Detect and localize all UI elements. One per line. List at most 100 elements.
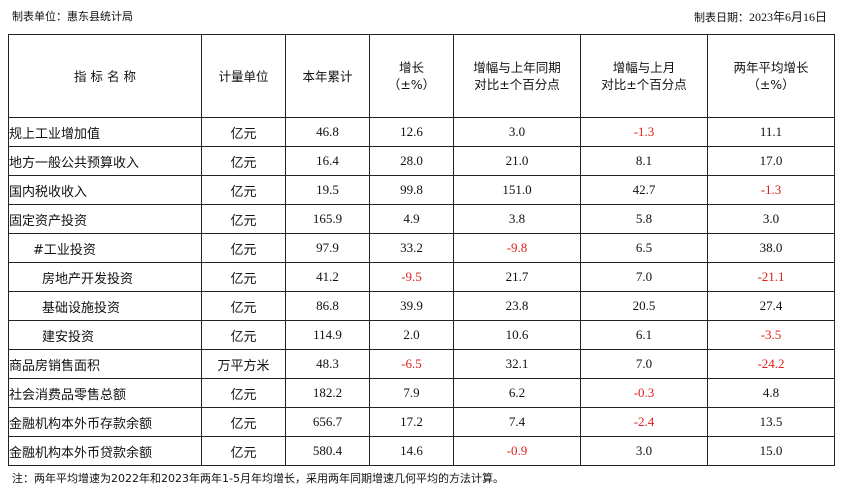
column-header-line1: 增幅与上年同期 xyxy=(473,60,561,75)
vs-last-month-cell: -0.3 xyxy=(580,378,708,408)
cumulative-cell: 46.8 xyxy=(285,117,370,147)
indicator-name-cell: 金融机构本外币贷款余额 xyxy=(8,436,202,466)
table-row: 地方一般公共预算收入 亿元 16.4 28.0 21.0 8.1 17.0 xyxy=(8,146,835,176)
table-row: 固定资产投资 亿元 165.9 4.9 3.8 5.8 3.0 xyxy=(8,204,835,234)
column-header-two-year-avg: 两年平均增长 （±%） xyxy=(707,34,835,118)
two-year-avg-cell: 17.0 xyxy=(707,146,835,176)
column-header-vs-last-year: 增幅与上年同期 对比±个百分点 xyxy=(453,34,581,118)
table-row: 金融机构本外币贷款余额 亿元 580.4 14.6 -0.9 3.0 15.0 xyxy=(8,436,835,466)
vs-last-year-cell: 7.4 xyxy=(453,407,581,437)
cumulative-cell: 580.4 xyxy=(285,436,370,466)
two-year-avg-cell: 27.4 xyxy=(707,291,835,321)
growth-cell: 28.0 xyxy=(369,146,454,176)
table-row: #工业投资 亿元 97.9 33.2 -9.8 6.5 38.0 xyxy=(8,233,835,263)
cumulative-cell: 19.5 xyxy=(285,175,370,205)
unit-cell: 万平方米 xyxy=(201,349,286,379)
table-row: 基础设施投资 亿元 86.8 39.9 23.8 20.5 27.4 xyxy=(8,291,835,321)
vs-last-year-cell: -0.9 xyxy=(453,436,581,466)
indicator-name-cell: 国内税收收入 xyxy=(8,175,202,205)
vs-last-year-cell: 3.0 xyxy=(453,117,581,147)
table-row: 商品房销售面积 万平方米 48.3 -6.5 32.1 7.0 -24.2 xyxy=(8,349,835,379)
table-row: 建安投资 亿元 114.9 2.0 10.6 6.1 -3.5 xyxy=(8,320,835,350)
table-unit-label: 制表单位：惠东县统计局 xyxy=(12,8,133,24)
vs-last-month-cell: -1.3 xyxy=(580,117,708,147)
unit-cell: 亿元 xyxy=(201,378,286,408)
two-year-avg-cell: -24.2 xyxy=(707,349,835,379)
vs-last-month-cell: 20.5 xyxy=(580,291,708,321)
indicator-name-cell: 固定资产投资 xyxy=(8,204,202,234)
unit-cell: 亿元 xyxy=(201,407,286,437)
statistics-table: 指 标 名 称计量单位 本年累计 增长 （±%） 增幅与上年同期 对比±个百分点 增幅与上月… xyxy=(8,34,835,466)
column-header-line1: 增长 xyxy=(398,60,424,75)
growth-cell: -9.5 xyxy=(369,262,454,292)
vs-last-month-cell: 7.0 xyxy=(580,262,708,292)
unit-cell: 亿元 xyxy=(201,291,286,321)
vs-last-year-cell: 21.0 xyxy=(453,146,581,176)
header-row: 指 标 名 称计量单位 本年累计 增长 （±%） 增幅与上年同期 对比±个百分点 增幅与上月… xyxy=(8,34,835,118)
column-header-line2: 对比±个百分点 xyxy=(474,77,560,92)
table-row: 社会消费品零售总额 亿元 182.2 7.9 6.2 -0.3 4.8 xyxy=(8,378,835,408)
date-label: 制表日期： xyxy=(693,11,749,24)
indicator-name-cell: 房地产开发投资 xyxy=(8,262,202,292)
indicator-name-cell: #工业投资 xyxy=(8,233,202,263)
unit-cell: 亿元 xyxy=(201,262,286,292)
column-header-line1: 指 标 名 称 xyxy=(74,68,136,84)
cumulative-cell: 48.3 xyxy=(285,349,370,379)
two-year-avg-cell: 3.0 xyxy=(707,204,835,234)
table-date-label: 制表日期：2023年6月16日 xyxy=(694,8,827,25)
unit-cell: 亿元 xyxy=(201,204,286,234)
two-year-avg-cell: -3.5 xyxy=(707,320,835,350)
two-year-avg-cell: 38.0 xyxy=(707,233,835,263)
vs-last-month-cell: 3.0 xyxy=(580,436,708,466)
vs-last-month-cell: -2.4 xyxy=(580,407,708,437)
indicator-name-cell: 基础设施投资 xyxy=(8,291,202,321)
unit-cell: 亿元 xyxy=(201,436,286,466)
cumulative-cell: 86.8 xyxy=(285,291,370,321)
cumulative-cell: 114.9 xyxy=(285,320,370,350)
vs-last-month-cell: 6.1 xyxy=(580,320,708,350)
vs-last-month-cell: 7.0 xyxy=(580,349,708,379)
column-header-line1: 本年累计 xyxy=(302,68,353,84)
footnote: 注：两年平均增速为2022年和2023年两年1-5月年均增长，采用两年同期增速几… xyxy=(12,472,504,485)
indicator-name-cell: 建安投资 xyxy=(8,320,202,350)
indicator-name-cell: 商品房销售面积 xyxy=(8,349,202,379)
two-year-avg-cell: 13.5 xyxy=(707,407,835,437)
unit-cell: 亿元 xyxy=(201,146,286,176)
growth-cell: 17.2 xyxy=(369,407,454,437)
unit-label: 制表单位： xyxy=(12,10,67,23)
unit-cell: 亿元 xyxy=(201,175,286,205)
unit-value: 惠东县统计局 xyxy=(67,10,133,23)
cumulative-cell: 97.9 xyxy=(285,233,370,263)
column-header-unit: 计量单位 xyxy=(201,34,286,118)
growth-cell: 14.6 xyxy=(369,436,454,466)
growth-cell: 7.9 xyxy=(369,378,454,408)
column-header-line2: （±%） xyxy=(747,77,795,92)
table-body: 规上工业增加值 亿元 46.8 12.6 3.0 -1.3 11.1 地方一般公共预算收入 亿元… xyxy=(8,117,835,466)
column-header-line1: 增幅与上月 xyxy=(612,60,676,75)
cumulative-cell: 16.4 xyxy=(285,146,370,176)
indicator-name-cell: 金融机构本外币存款余额 xyxy=(8,407,202,437)
vs-last-year-cell: -9.8 xyxy=(453,233,581,263)
unit-cell: 亿元 xyxy=(201,117,286,147)
indicator-name-cell: 社会消费品零售总额 xyxy=(8,378,202,408)
unit-cell: 亿元 xyxy=(201,320,286,350)
two-year-avg-cell: -21.1 xyxy=(707,262,835,292)
table-row: 金融机构本外币存款余额 亿元 656.7 17.2 7.4 -2.4 13.5 xyxy=(8,407,835,437)
growth-cell: 39.9 xyxy=(369,291,454,321)
column-header-growth: 增长 （±%） xyxy=(369,34,454,118)
indicator-name-cell: 规上工业增加值 xyxy=(8,117,202,147)
table-row: 国内税收收入 亿元 19.5 99.8 151.0 42.7 -1.3 xyxy=(8,175,835,205)
column-header-line2: （±%） xyxy=(387,77,436,92)
vs-last-month-cell: 8.1 xyxy=(580,146,708,176)
column-header-cumulative: 本年累计 xyxy=(285,34,370,118)
column-header-vs-last-month: 增幅与上月 对比±个百分点 xyxy=(580,34,708,118)
vs-last-month-cell: 5.8 xyxy=(580,204,708,234)
cumulative-cell: 182.2 xyxy=(285,378,370,408)
growth-cell: 12.6 xyxy=(369,117,454,147)
cumulative-cell: 41.2 xyxy=(285,262,370,292)
growth-cell: 4.9 xyxy=(369,204,454,234)
table-row: 规上工业增加值 亿元 46.8 12.6 3.0 -1.3 11.1 xyxy=(8,117,835,147)
vs-last-year-cell: 32.1 xyxy=(453,349,581,379)
cumulative-cell: 165.9 xyxy=(285,204,370,234)
growth-cell: 99.8 xyxy=(369,175,454,205)
